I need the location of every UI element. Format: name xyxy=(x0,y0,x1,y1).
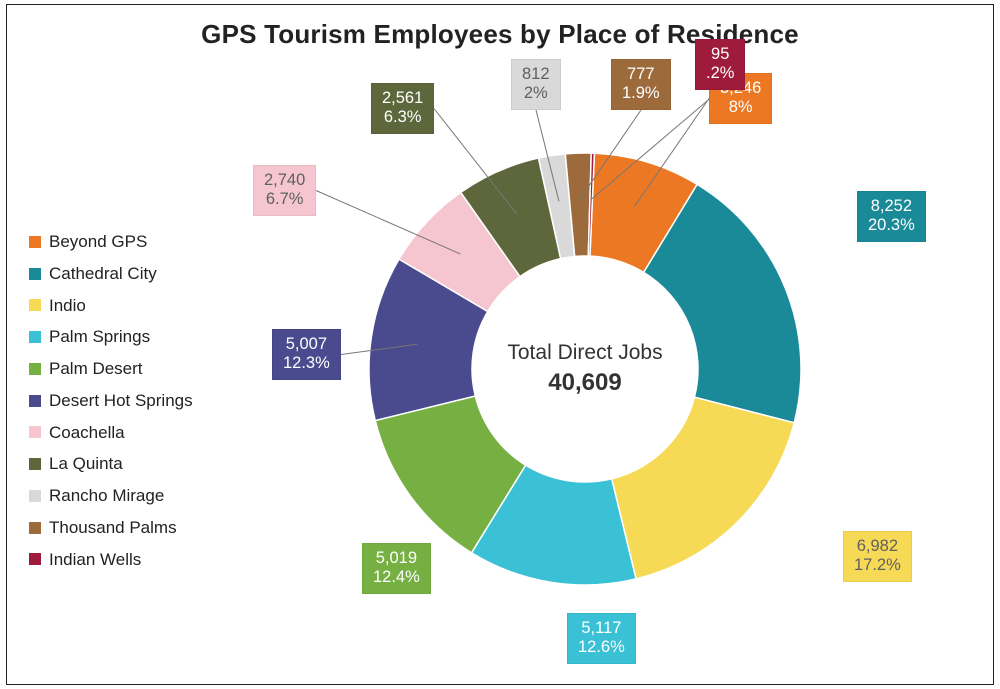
legend-item: Indio xyxy=(29,291,193,321)
chart-legend: Beyond GPSCathedral CityIndioPalm Spring… xyxy=(29,227,193,576)
chart-frame: GPS Tourism Employees by Place of Reside… xyxy=(6,4,994,685)
legend-swatch xyxy=(29,299,41,311)
donut-chart: Total Direct Jobs 40,609 3,2468%8,25220.… xyxy=(267,53,1000,689)
slice-label-pct: 2% xyxy=(522,84,550,103)
slice-label: 6,98217.2% xyxy=(843,531,912,582)
legend-swatch xyxy=(29,490,41,502)
legend-item: Rancho Mirage xyxy=(29,481,193,511)
slice-label-value: 777 xyxy=(622,65,660,84)
slice-label: 7771.9% xyxy=(611,59,671,110)
legend-label: Beyond GPS xyxy=(49,227,147,257)
slice-label-value: 2,561 xyxy=(382,89,423,108)
slice-label: 8,25220.3% xyxy=(857,191,926,242)
slice-label-pct: 12.3% xyxy=(283,354,330,373)
slice-label: 2,7406.7% xyxy=(253,165,316,216)
legend-label: La Quinta xyxy=(49,449,123,479)
chart-title: GPS Tourism Employees by Place of Reside… xyxy=(7,19,993,50)
slice-label-pct: 6.7% xyxy=(264,190,305,209)
legend-swatch xyxy=(29,426,41,438)
slice-label-pct: 6.3% xyxy=(382,108,423,127)
donut-slice xyxy=(612,397,794,579)
legend-swatch xyxy=(29,553,41,565)
legend-swatch xyxy=(29,331,41,343)
slice-label: 5,11712.6% xyxy=(567,613,636,664)
slice-label-value: 812 xyxy=(522,65,550,84)
center-label-text: Total Direct Jobs xyxy=(475,341,695,365)
slice-label: 8122% xyxy=(511,59,561,110)
legend-label: Indian Wells xyxy=(49,545,141,575)
legend-label: Thousand Palms xyxy=(49,513,177,543)
slice-label-value: 2,740 xyxy=(264,171,305,190)
legend-item: Palm Springs xyxy=(29,322,193,352)
slice-label-value: 8,252 xyxy=(868,197,915,216)
legend-swatch xyxy=(29,363,41,375)
legend-label: Palm Springs xyxy=(49,322,150,352)
slice-label-pct: 20.3% xyxy=(868,216,915,235)
slice-label-value: 6,982 xyxy=(854,537,901,556)
legend-item: Beyond GPS xyxy=(29,227,193,257)
legend-swatch xyxy=(29,268,41,280)
slice-label-pct: 1.9% xyxy=(622,84,660,103)
center-label-value: 40,609 xyxy=(475,369,695,397)
slice-label-pct: .2% xyxy=(706,64,734,83)
legend-label: Cathedral City xyxy=(49,259,157,289)
legend-label: Palm Desert xyxy=(49,354,143,384)
slice-label-pct: 8% xyxy=(720,98,761,117)
legend-item: Coachella xyxy=(29,418,193,448)
slice-label-value: 95 xyxy=(706,45,734,64)
donut-center-label: Total Direct Jobs 40,609 xyxy=(475,341,695,397)
legend-swatch xyxy=(29,236,41,248)
legend-item: Indian Wells xyxy=(29,545,193,575)
legend-item: Thousand Palms xyxy=(29,513,193,543)
legend-swatch xyxy=(29,395,41,407)
slice-label-pct: 12.6% xyxy=(578,638,625,657)
slice-label-pct: 17.2% xyxy=(854,556,901,575)
slice-label: 2,5616.3% xyxy=(371,83,434,134)
slice-label-value: 5,117 xyxy=(578,619,625,638)
legend-swatch xyxy=(29,458,41,470)
slice-label: 5,01912.4% xyxy=(362,543,431,594)
legend-item: La Quinta xyxy=(29,449,193,479)
legend-item: Palm Desert xyxy=(29,354,193,384)
legend-label: Indio xyxy=(49,291,86,321)
legend-item: Desert Hot Springs xyxy=(29,386,193,416)
slice-label-value: 5,007 xyxy=(283,335,330,354)
legend-label: Desert Hot Springs xyxy=(49,386,193,416)
slice-label-value: 5,019 xyxy=(373,549,420,568)
legend-swatch xyxy=(29,522,41,534)
slice-label-pct: 12.4% xyxy=(373,568,420,587)
legend-label: Rancho Mirage xyxy=(49,481,164,511)
slice-label: 5,00712.3% xyxy=(272,329,341,380)
slice-label: 95.2% xyxy=(695,39,745,90)
legend-label: Coachella xyxy=(49,418,125,448)
legend-item: Cathedral City xyxy=(29,259,193,289)
